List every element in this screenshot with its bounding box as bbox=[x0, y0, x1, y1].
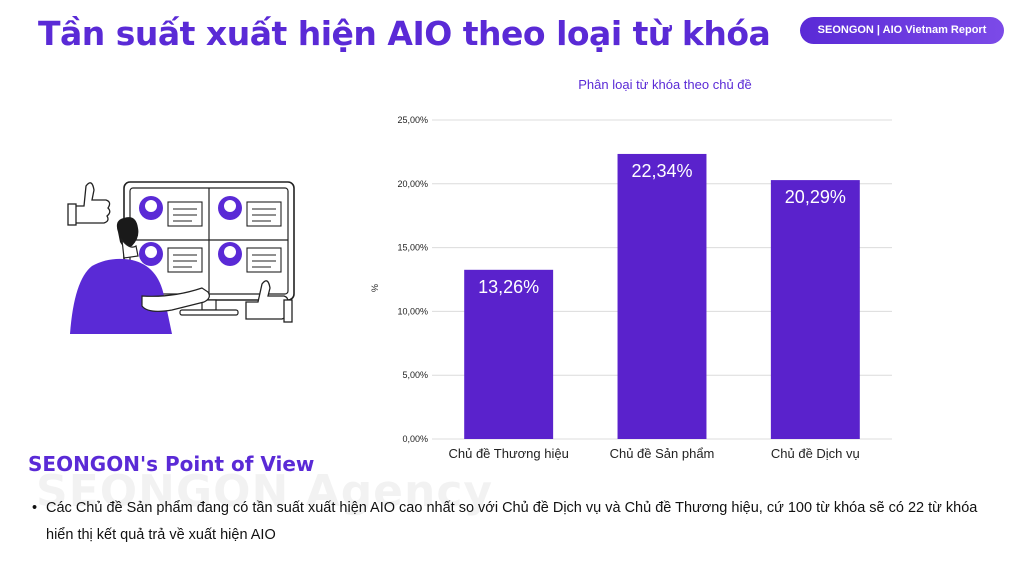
person-reviewing-feedback-screen-icon bbox=[67, 181, 295, 334]
pov-bullet: • Các Chủ đề Sản phẩm đang có tần suất x… bbox=[28, 495, 988, 549]
bar bbox=[464, 269, 554, 439]
y-tick-label: 20,00% bbox=[397, 179, 428, 189]
data-label: 22,34% bbox=[631, 161, 692, 181]
bar bbox=[617, 153, 707, 439]
bullet-dot-icon: • bbox=[32, 500, 38, 516]
pov-bullet-text: Các Chủ đề Sản phẩm đang có tần suất xuấ… bbox=[46, 500, 978, 543]
y-tick-label: 0,00% bbox=[402, 434, 428, 444]
report-badge: SEONGON | AIO Vietnam Report bbox=[800, 17, 1004, 44]
x-tick-label: Chủ đề Dịch vụ bbox=[771, 446, 860, 461]
y-tick-label: 5,00% bbox=[402, 370, 428, 380]
pov-title: SEONGON's Point of View bbox=[28, 452, 315, 476]
watermark: SEONGON Agency bbox=[36, 466, 494, 517]
page-title: Tần suất xuất hiện AIO theo loại từ khóa bbox=[38, 14, 771, 53]
y-tick-label: 25,00% bbox=[397, 115, 428, 125]
chart-title: Phân loại từ khóa theo chủ đề bbox=[578, 77, 752, 92]
x-tick-label: Chủ đề Sản phẩm bbox=[610, 446, 715, 461]
y-tick-label: 15,00% bbox=[397, 243, 428, 253]
bar-chart: Phân loại từ khóa theo chủ đề % 0,00% 5,0… bbox=[370, 77, 892, 461]
y-axis-label: % bbox=[370, 284, 380, 292]
bar bbox=[770, 180, 860, 439]
y-tick-label: 10,00% bbox=[397, 306, 428, 316]
data-label: 13,26% bbox=[478, 277, 539, 297]
x-tick-label: Chủ đề Thương hiệu bbox=[448, 446, 568, 461]
data-label: 20,29% bbox=[785, 187, 846, 207]
